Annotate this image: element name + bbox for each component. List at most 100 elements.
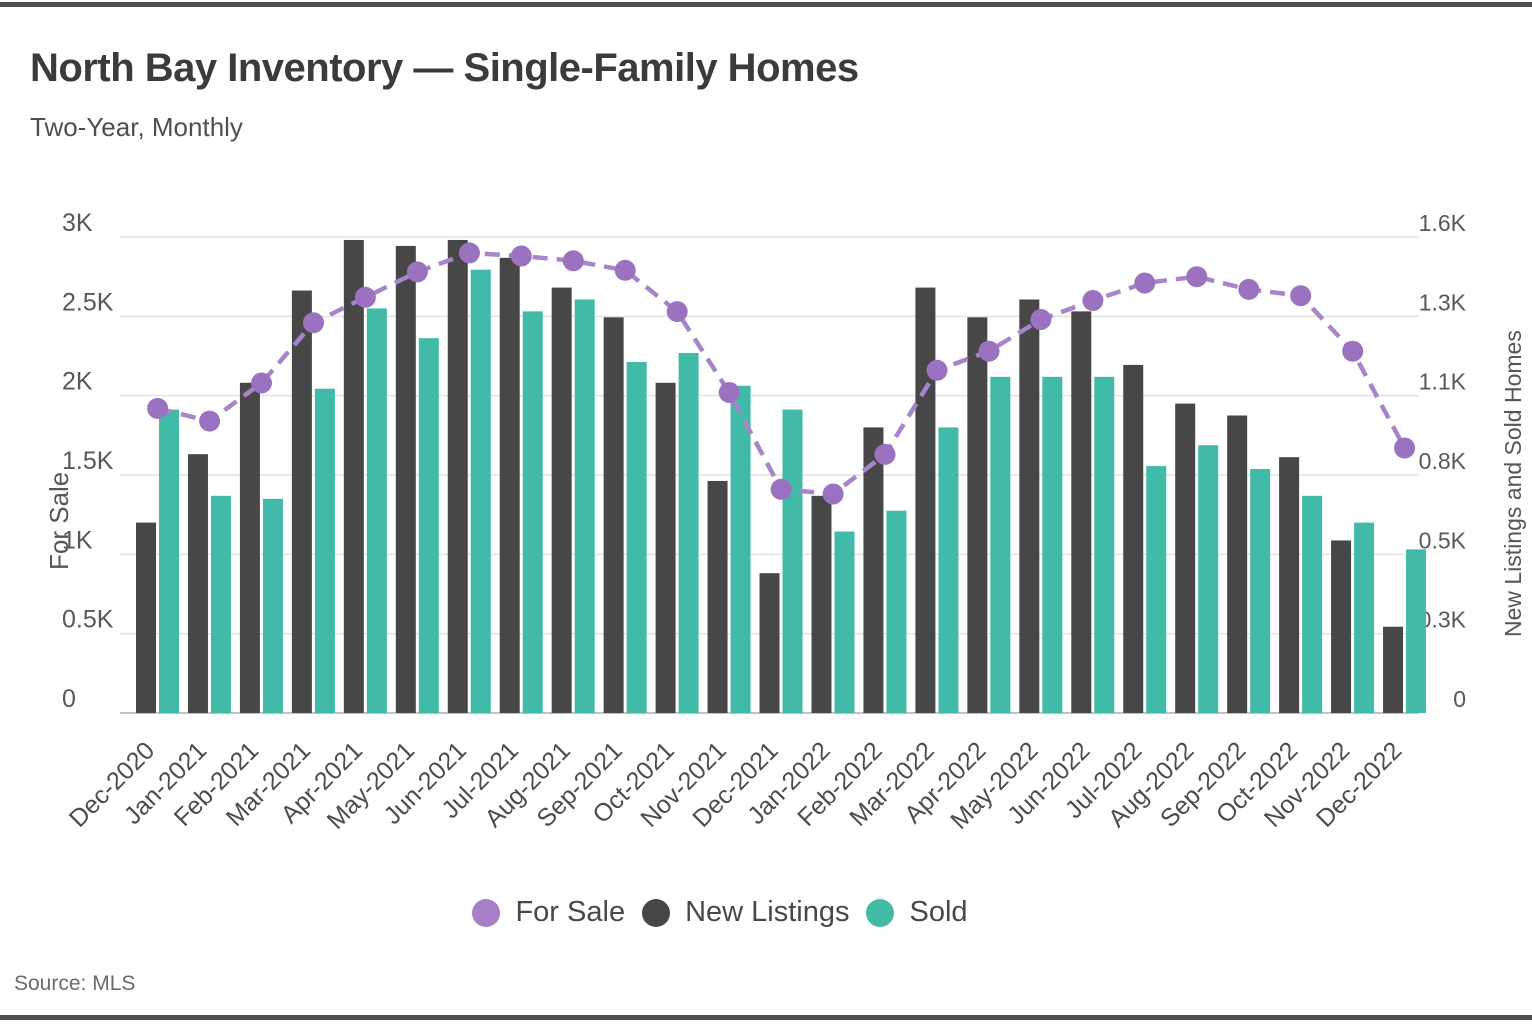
bar-sold-Oct-2022[interactable] [1302, 495, 1323, 713]
for-sale-point-Jan-2022[interactable] [822, 483, 844, 505]
bar-new-listings-Jan-2022[interactable] [811, 495, 832, 713]
for-sale-point-Mar-2022[interactable] [926, 359, 948, 381]
bar-sold-Jul-2022[interactable] [1146, 466, 1167, 713]
bar-new-listings-Oct-2022[interactable] [1279, 457, 1300, 713]
bar-new-listings-Aug-2021[interactable] [551, 287, 572, 713]
left-axis-tick: 1K [62, 526, 93, 554]
left-axis-tick: 1.5K [62, 447, 114, 475]
bar-sold-Jul-2021[interactable] [522, 311, 543, 713]
bar-sold-Dec-2022[interactable] [1406, 549, 1427, 713]
bar-sold-Feb-2021[interactable] [262, 498, 283, 713]
bar-new-listings-Jun-2022[interactable] [1071, 311, 1092, 713]
for-sale-point-Dec-2021[interactable] [770, 478, 792, 500]
top-rule [0, 2, 1532, 7]
bar-new-listings-Jan-2021[interactable] [187, 454, 208, 713]
chart-subtitle: Two-Year, Monthly [30, 112, 243, 142]
for-sale-point-Sep-2021[interactable] [614, 259, 636, 281]
bar-new-listings-Dec-2020[interactable] [136, 522, 156, 713]
bar-new-listings-May-2022[interactable] [1019, 299, 1040, 713]
for-sale-point-Apr-2021[interactable] [354, 286, 376, 308]
right-axis-tick: 0.3K [1419, 607, 1467, 633]
bar-new-listings-Apr-2022[interactable] [967, 317, 988, 713]
bar-sold-Jun-2022[interactable] [1094, 376, 1115, 713]
bar-new-listings-Mar-2021[interactable] [291, 290, 312, 713]
chart-title: North Bay Inventory — Single-Family Home… [30, 46, 859, 90]
for-sale-point-Dec-2020[interactable] [147, 397, 169, 419]
bar-new-listings-Aug-2022[interactable] [1175, 403, 1196, 713]
bar-new-listings-Jul-2021[interactable] [499, 257, 520, 713]
bar-sold-Aug-2022[interactable] [1198, 445, 1219, 713]
bar-new-listings-Sep-2021[interactable] [603, 317, 624, 713]
bar-sold-Mar-2021[interactable] [314, 388, 335, 713]
bar-sold-Apr-2021[interactable] [366, 308, 387, 713]
for-sale-point-May-2021[interactable] [406, 261, 428, 283]
right-axis-tick: 0.8K [1419, 448, 1467, 474]
source-note: Source: MLS [14, 972, 136, 995]
bar-new-listings-Jun-2021[interactable] [447, 239, 468, 713]
bar-new-listings-May-2021[interactable] [395, 245, 416, 714]
bar-sold-Dec-2021[interactable] [782, 409, 803, 713]
bar-new-listings-Apr-2021[interactable] [343, 239, 364, 713]
bar-sold-Apr-2022[interactable] [990, 376, 1011, 713]
bar-new-listings-Mar-2022[interactable] [915, 287, 936, 713]
for-sale-point-May-2022[interactable] [1030, 309, 1052, 330]
for-sale-point-Nov-2022[interactable] [1342, 340, 1364, 362]
legend-label-for-sale: For Sale [515, 896, 626, 928]
left-axis-tick: 2K [62, 368, 93, 396]
legend-dot-for-sale [472, 898, 501, 927]
for-sale-point-Jun-2022[interactable] [1082, 290, 1104, 311]
for-sale-point-Mar-2021[interactable] [303, 312, 324, 334]
bar-sold-Nov-2021[interactable] [730, 385, 751, 713]
left-axis-tick: 0.5K [62, 606, 114, 634]
bar-sold-Dec-2020[interactable] [159, 409, 179, 713]
legend-item-new-listings[interactable]: New Listings [642, 896, 849, 929]
for-sale-point-Dec-2022[interactable] [1394, 437, 1416, 459]
bar-sold-May-2021[interactable] [418, 338, 439, 713]
chart-plot-area: 0 0 0.5K 0.3K 1K 0.5K 1.5K 0.8K 2K 1.1K 2.5K 1.3K 3K… [62, 209, 1467, 835]
for-sale-point-Oct-2022[interactable] [1290, 285, 1312, 307]
for-sale-point-Sep-2022[interactable] [1238, 278, 1260, 300]
right-axis-tick: 0.5K [1419, 527, 1467, 553]
bar-new-listings-Dec-2021[interactable] [759, 573, 780, 713]
for-sale-point-Jan-2021[interactable] [199, 410, 221, 432]
legend: For Sale New Listings Sold [0, 896, 1440, 929]
bar-new-listings-Feb-2021[interactable] [239, 382, 260, 713]
for-sale-point-Apr-2022[interactable] [978, 340, 1000, 362]
right-axis-tick: 1.3K [1419, 289, 1467, 315]
bar-new-listings-Feb-2022[interactable] [863, 427, 884, 713]
bar-sold-Sep-2021[interactable] [626, 361, 647, 713]
for-sale-point-Jun-2021[interactable] [458, 242, 480, 264]
bar-new-listings-Jul-2022[interactable] [1123, 364, 1144, 713]
legend-item-sold[interactable]: Sold [866, 896, 968, 929]
bar-sold-Jun-2021[interactable] [470, 269, 491, 713]
bar-sold-Aug-2021[interactable] [574, 299, 595, 713]
for-sale-point-Feb-2022[interactable] [874, 443, 896, 465]
for-sale-point-Jul-2021[interactable] [510, 245, 532, 267]
bar-sold-Feb-2022[interactable] [886, 510, 907, 713]
bar-new-listings-Nov-2022[interactable] [1331, 540, 1352, 713]
left-axis-tick: 2.5K [62, 288, 114, 316]
for-sale-point-Aug-2022[interactable] [1186, 266, 1208, 288]
for-sale-point-Nov-2021[interactable] [718, 382, 740, 403]
bar-sold-May-2022[interactable] [1042, 376, 1063, 713]
legend-dot-new-listings [642, 898, 671, 927]
legend-item-for-sale[interactable]: For Sale [472, 896, 625, 929]
bar-new-listings-Sep-2022[interactable] [1227, 415, 1248, 714]
bar-sold-Jan-2022[interactable] [834, 531, 855, 713]
for-sale-point-Aug-2021[interactable] [562, 250, 584, 272]
left-axis-tick: 3K [62, 209, 93, 237]
bar-sold-Mar-2022[interactable] [938, 427, 959, 713]
legend-label-new-listings: New Listings [685, 896, 850, 928]
for-sale-point-Feb-2021[interactable] [251, 372, 272, 394]
bar-sold-Nov-2022[interactable] [1354, 522, 1375, 713]
bar-sold-Oct-2021[interactable] [678, 353, 699, 713]
for-sale-point-Jul-2022[interactable] [1134, 272, 1156, 294]
bar-new-listings-Nov-2021[interactable] [707, 480, 728, 713]
bar-sold-Jan-2021[interactable] [210, 495, 231, 713]
bar-new-listings-Oct-2021[interactable] [655, 382, 676, 713]
bar-sold-Sep-2022[interactable] [1250, 469, 1271, 713]
right-axis-tick: 1.1K [1419, 369, 1467, 395]
for-sale-point-Oct-2021[interactable] [666, 301, 688, 323]
bar-new-listings-Dec-2022[interactable] [1383, 626, 1404, 713]
